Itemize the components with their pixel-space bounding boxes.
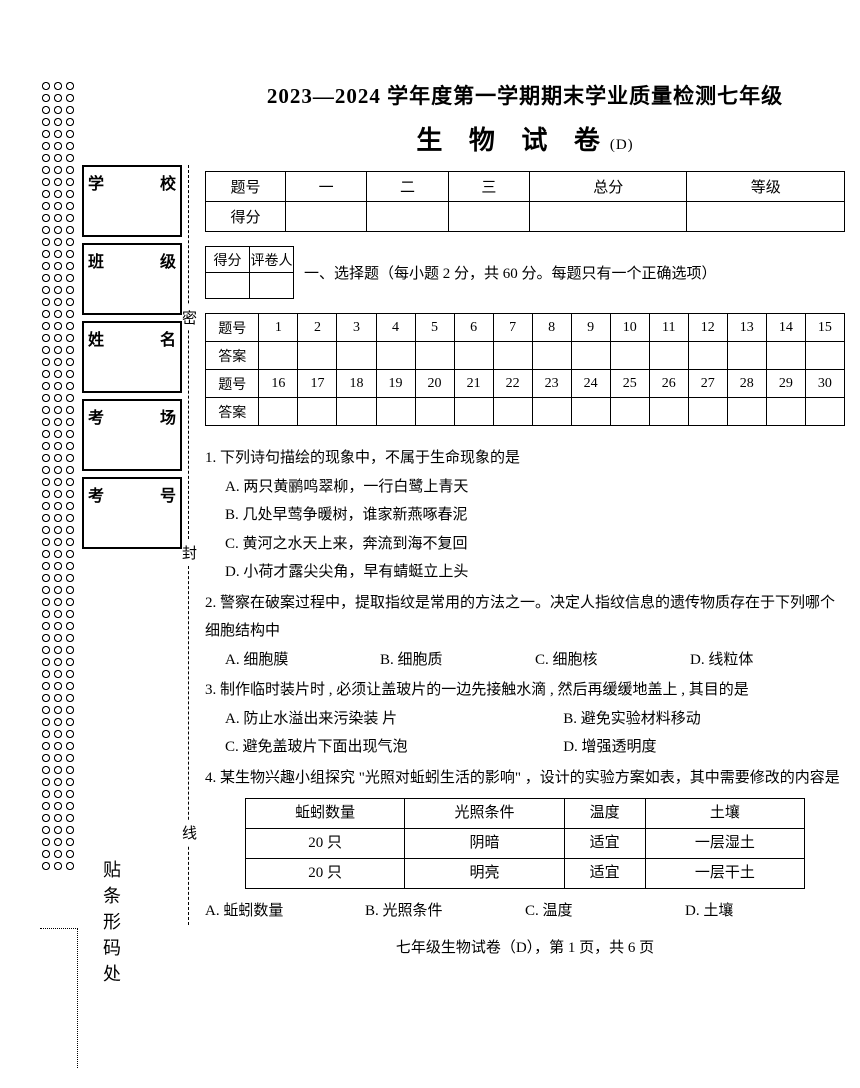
exam-title-line2: 生 物 试 卷(D) <box>205 120 845 157</box>
number-box[interactable]: 考号 <box>82 477 182 549</box>
barcode-label: 贴条形码处 <box>98 860 124 990</box>
answer-cell[interactable] <box>688 342 727 370</box>
question-1: 1. 下列诗句描绘的现象中，不属于生命现象的是 A. 两只黄鹂鸣翠柳，一行白鹭上… <box>205 444 845 587</box>
answer-cell[interactable] <box>376 342 415 370</box>
answer-cell[interactable] <box>610 398 649 426</box>
answer-cell[interactable] <box>493 342 532 370</box>
score-value-label: 得分 <box>206 202 286 232</box>
school-box[interactable]: 学校 <box>82 165 182 237</box>
section-score-box: 得分评卷人 <box>205 246 294 299</box>
experiment-table: 蚯蚓数量光照条件温度土壤 20 只阴暗适宜一层湿土 20 只明亮适宜一层干土 <box>245 798 805 889</box>
question-3: 3. 制作临时装片时 , 必须让盖玻片的一边先接触水滴 , 然后再缓缓地盖上 ,… <box>205 676 845 762</box>
total-score-table: 题号 一 二 三 总分 等级 得分 <box>205 171 845 232</box>
answer-cell[interactable] <box>766 342 805 370</box>
name-box[interactable]: 姓名 <box>82 321 182 393</box>
score-cell[interactable] <box>687 202 845 232</box>
answer-cell[interactable] <box>454 342 493 370</box>
student-info-boxes: 学校 班级 姓名 考场 考号 <box>82 165 182 555</box>
answer-cell[interactable] <box>571 342 610 370</box>
answer-cell[interactable] <box>649 398 688 426</box>
seal-mi: 密 <box>182 305 197 330</box>
answer-cell[interactable] <box>727 342 766 370</box>
page-footer: 七年级生物试卷（D），第 1 页，共 6 页 <box>205 936 845 957</box>
answer-cell[interactable] <box>805 398 844 426</box>
seal-feng: 封 <box>182 540 197 565</box>
section-score-cell[interactable] <box>206 273 250 299</box>
answer-cell[interactable] <box>454 398 493 426</box>
question-2: 2. 警察在破案过程中，提取指纹是常用的方法之一。决定人指纹信息的遗传物质存在于… <box>205 589 845 675</box>
answer-cell[interactable] <box>532 342 571 370</box>
answer-cell[interactable] <box>337 342 376 370</box>
answer-grid: 题号 123456789101112131415 答案 题号 161718192… <box>205 313 845 426</box>
exam-title-line1: 2023—2024 学年度第一学期期末学业质量检测七年级 <box>205 80 845 110</box>
grader-cell[interactable] <box>250 273 294 299</box>
answer-cell[interactable] <box>259 342 298 370</box>
section-1-title: 一、选择题（每小题 2 分，共 60 分。每题只有一个正确选项） <box>304 262 717 283</box>
answer-cell[interactable] <box>415 398 454 426</box>
answer-cell[interactable] <box>298 398 337 426</box>
answer-cell[interactable] <box>298 342 337 370</box>
answer-cell[interactable] <box>337 398 376 426</box>
answer-cell[interactable] <box>376 398 415 426</box>
decorative-pattern <box>40 80 78 870</box>
barcode-box-border <box>40 928 78 1068</box>
answer-cell[interactable] <box>610 342 649 370</box>
exam-content: 2023—2024 学年度第一学期期末学业质量检测七年级 生 物 试 卷(D) … <box>185 70 845 1068</box>
answer-cell[interactable] <box>688 398 727 426</box>
score-cell[interactable] <box>286 202 367 232</box>
room-box[interactable]: 考场 <box>82 399 182 471</box>
answer-cell[interactable] <box>259 398 298 426</box>
answer-cell[interactable] <box>766 398 805 426</box>
score-cell[interactable] <box>529 202 687 232</box>
answer-cell[interactable] <box>493 398 532 426</box>
answer-cell[interactable] <box>805 342 844 370</box>
score-cell[interactable] <box>367 202 448 232</box>
score-cell[interactable] <box>448 202 529 232</box>
answer-cell[interactable] <box>571 398 610 426</box>
answer-cell[interactable] <box>649 342 688 370</box>
class-box[interactable]: 班级 <box>82 243 182 315</box>
answer-cell[interactable] <box>415 342 454 370</box>
question-4: 4. 某生物兴趣小组探究 "光照对蚯蚓生活的影响" ，设计的实验方案如表，其中需… <box>205 764 845 926</box>
binding-margin: 学校 班级 姓名 考场 考号 密 封 线 贴条形码处 <box>40 70 185 1068</box>
score-header-cell: 题号 <box>206 172 286 202</box>
seal-xian: 线 <box>182 820 197 845</box>
answer-cell[interactable] <box>532 398 571 426</box>
answer-cell[interactable] <box>727 398 766 426</box>
